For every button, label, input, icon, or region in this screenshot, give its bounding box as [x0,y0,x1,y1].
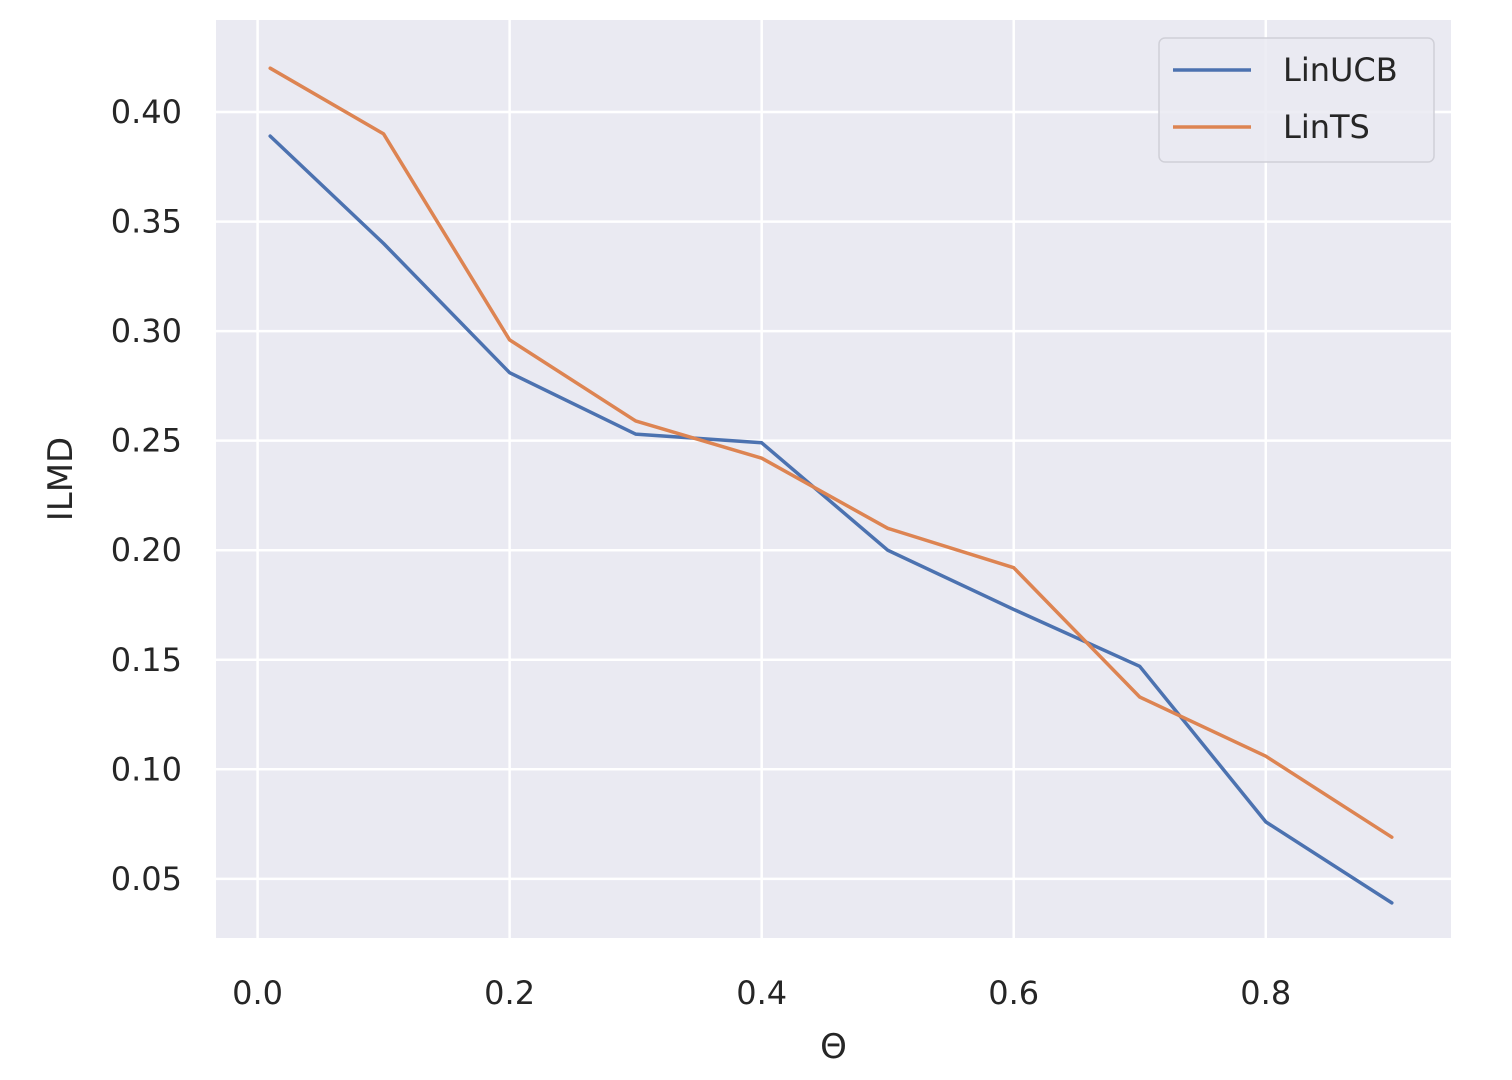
x-tick-labels: 0.0 0.2 0.4 0.6 0.8 [232,974,1291,1012]
series-line-linucb [268,134,1394,905]
y-tick-labels: 0.05 0.10 0.15 0.20 0.25 0.30 0.35 0.40 [111,93,182,898]
y-tick-label: 0.20 [111,531,182,569]
y-tick-label: 0.25 [111,422,182,460]
series-line-lints [268,66,1394,839]
y-tick-label: 0.15 [111,641,182,679]
y-tick-label: 0.30 [111,312,182,350]
y-tick-label: 0.40 [111,93,182,131]
y-axis-label: ILMD [41,437,81,522]
x-axis-label: Θ [820,1027,847,1067]
series-lines [268,66,1394,905]
x-tick-label: 0.0 [232,974,283,1012]
y-tick-label: 0.35 [111,203,182,241]
x-tick-label: 0.4 [736,974,787,1012]
y-tick-label: 0.10 [111,750,182,788]
x-tick-label: 0.2 [484,974,535,1012]
legend: LinUCB LinTS [1158,37,1435,163]
legend-label: LinUCB [1283,51,1398,89]
plot-background [216,20,1451,938]
x-tick-label: 0.6 [988,974,1039,1012]
x-tick-label: 0.8 [1240,974,1291,1012]
y-tick-label: 0.05 [111,860,182,898]
grid [216,20,1451,938]
legend-label: LinTS [1283,108,1370,146]
